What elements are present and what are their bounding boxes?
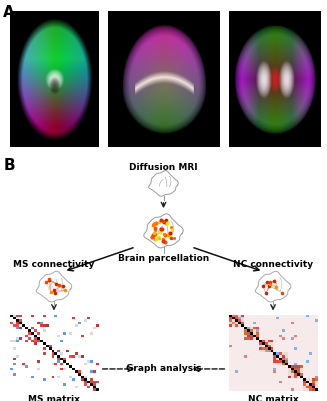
Polygon shape [149,170,178,196]
Point [159,217,164,223]
Point [260,283,266,289]
Point [152,227,158,233]
Point [159,217,164,223]
Point [168,229,173,236]
Point [152,229,157,236]
Text: NC connectivity: NC connectivity [233,260,313,269]
Text: MS matrix: MS matrix [28,395,80,401]
Point [161,237,166,244]
Point [157,229,163,235]
Point [164,220,170,227]
Text: Diffusion MRI: Diffusion MRI [129,163,198,172]
Point [158,226,164,232]
Point [161,218,166,225]
Point [167,230,172,236]
Point [153,220,159,227]
Point [156,219,162,225]
Point [162,231,167,238]
Polygon shape [36,271,72,302]
Point [164,217,169,224]
Point [152,225,157,231]
Point [156,234,161,240]
Point [168,234,173,240]
Text: MS connectivity: MS connectivity [13,260,95,269]
Text: A: A [3,5,15,20]
Point [152,235,158,242]
Point [46,275,51,282]
Point [162,239,167,245]
Point [166,232,171,238]
Point [52,290,57,296]
Point [63,287,68,294]
Point [160,236,165,243]
Point [279,289,284,296]
Point [162,231,167,237]
Point [172,235,177,241]
Point [60,283,65,289]
Point [57,282,62,288]
Point [51,287,57,293]
Point [267,279,272,285]
Point [268,280,273,286]
Point [151,222,156,228]
Point [162,239,167,245]
Text: B: B [3,158,15,173]
Polygon shape [144,214,183,248]
Text: Graph analysis: Graph analysis [126,365,201,373]
Point [157,235,162,241]
Point [163,219,168,226]
Point [169,227,174,233]
Point [272,277,277,284]
Point [274,284,279,290]
Point [168,223,173,230]
Point [150,231,156,238]
Point [48,289,54,295]
Point [161,219,166,225]
Text: NC matrix: NC matrix [248,395,298,401]
Point [152,231,157,237]
Point [267,282,272,289]
Point [149,233,154,240]
Point [43,279,48,285]
Point [53,281,58,288]
Point [153,236,159,242]
Point [264,279,269,285]
Point [151,221,156,227]
Point [267,281,272,288]
Point [160,225,165,232]
Polygon shape [255,271,291,302]
Point [264,290,269,296]
Text: Brain parcellation: Brain parcellation [118,254,209,263]
Point [168,235,174,241]
Point [46,276,52,283]
Point [161,236,166,242]
